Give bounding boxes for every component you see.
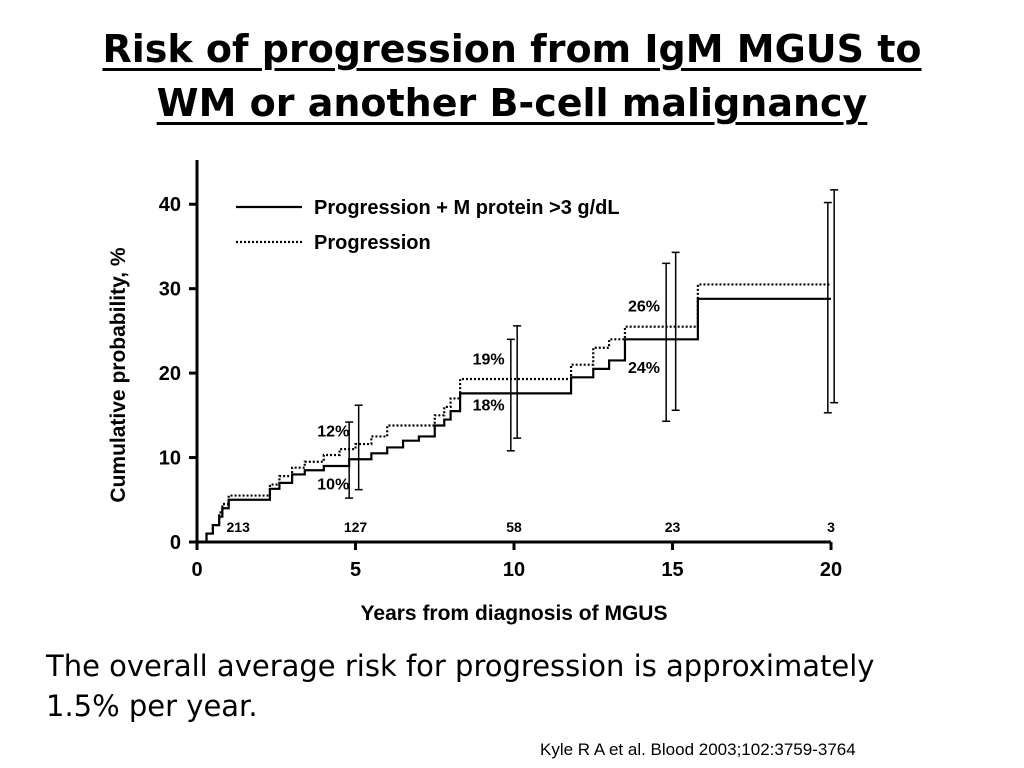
- data-label: 12%: [317, 423, 349, 440]
- risk-statement: The overall average risk for progression…: [46, 646, 986, 726]
- y-axis-label: Cumulative probability, %: [107, 247, 130, 502]
- y-tick-label: 0: [170, 532, 181, 554]
- data-label: 26%: [628, 298, 660, 315]
- at-risk-label: 3: [827, 519, 835, 535]
- statement-line-2: 1.5% per year.: [46, 689, 258, 723]
- data-label: 18%: [473, 397, 505, 414]
- x-axis-label: Years from diagnosis of MGUS: [361, 602, 668, 625]
- chart-legend: Progression + M protein >3 g/dL Progressi…: [236, 197, 620, 254]
- title-line-2: WM or another B-cell malignancy: [156, 81, 868, 125]
- slide-title: Risk of progression from IgM MGUS to WM …: [40, 22, 984, 130]
- series-line-1: [197, 297, 831, 544]
- chart-error-bars: [345, 189, 839, 499]
- chart-series: [197, 283, 831, 544]
- statement-line-1: The overall average risk for progression…: [46, 649, 875, 683]
- legend-label-1: Progression + M protein >3 g/dL: [314, 197, 620, 219]
- data-label: 10%: [317, 477, 349, 494]
- y-tick-label: 20: [159, 363, 181, 385]
- x-tick-label: 0: [191, 559, 202, 581]
- x-tick-label: 10: [503, 559, 525, 581]
- legend-label-2: Progression: [314, 232, 431, 254]
- chart-axes: 0 5 10 15 20 0 10 20 30 40: [159, 160, 842, 581]
- at-risk-label: 213: [227, 519, 251, 535]
- x-tick-label: 15: [661, 559, 683, 581]
- at-risk-label: 23: [665, 519, 681, 535]
- at-risk-label: 58: [506, 519, 522, 535]
- x-tick-label: 5: [350, 559, 361, 581]
- y-tick-label: 30: [159, 279, 181, 301]
- y-tick-label: 40: [159, 194, 181, 216]
- at-risk-label: 127: [344, 519, 368, 535]
- title-line-1: Risk of progression from IgM MGUS to: [102, 27, 922, 71]
- data-label: 19%: [473, 352, 505, 369]
- x-tick-label: 20: [820, 559, 842, 581]
- citation: Kyle R A et al. Blood 2003;102:3759-3764: [540, 740, 856, 759]
- data-label: 24%: [628, 360, 660, 377]
- series-line-2: [197, 283, 831, 544]
- y-tick-label: 10: [159, 448, 181, 470]
- chart-annotations: 12% 10% 19% 18% 26% 24% 213 127 58 23 3: [227, 298, 836, 535]
